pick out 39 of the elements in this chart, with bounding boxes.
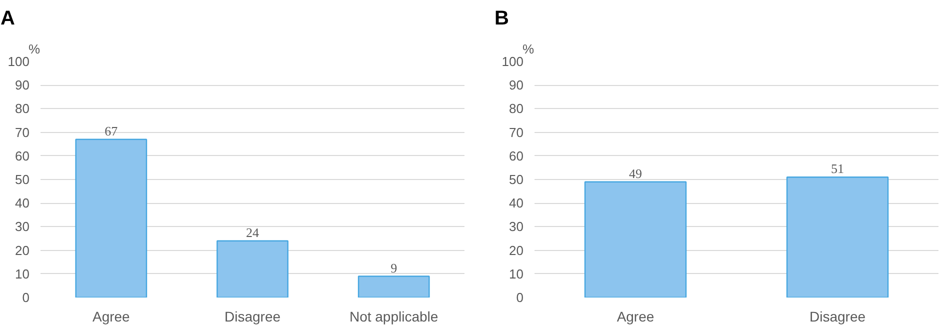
x-tick-label: Disagree xyxy=(224,308,281,324)
data-label: 49 xyxy=(629,166,642,181)
y-tick-label: 30 xyxy=(15,219,30,234)
y-tick-label: 40 xyxy=(509,196,524,211)
data-label: 24 xyxy=(246,224,260,240)
y-tick-label: 60 xyxy=(15,148,30,164)
data-label: 9 xyxy=(390,260,398,276)
y-tick-label: 80 xyxy=(15,101,30,116)
y-tick-label: 100 xyxy=(8,54,30,69)
y-tick-label: 80 xyxy=(509,101,524,116)
chart-title: B xyxy=(494,8,509,30)
y-tick-label: 10 xyxy=(15,266,30,282)
y-tick-label: 60 xyxy=(509,148,524,164)
y-tick-label: 100 xyxy=(502,54,524,69)
bar xyxy=(216,240,288,298)
y-tick-label: 0 xyxy=(516,290,524,305)
y-tick-label: 40 xyxy=(15,196,30,211)
x-tick-label: Agree xyxy=(616,308,654,324)
x-tick-label: Agree xyxy=(92,308,130,324)
data-label: 67 xyxy=(104,123,118,138)
y-axis-title: % xyxy=(522,42,534,56)
y-axis-title: % xyxy=(28,42,40,56)
y-tick-label: 70 xyxy=(509,124,524,140)
chart-title: A xyxy=(0,8,15,30)
x-tick-label: Not applicable xyxy=(349,308,438,324)
x-tick-label: Disagree xyxy=(809,308,866,324)
y-tick-label: 70 xyxy=(15,124,30,140)
y-tick-label: 10 xyxy=(509,266,524,282)
y-tick-label: 50 xyxy=(509,172,524,187)
bar xyxy=(75,138,148,298)
bar xyxy=(358,276,430,298)
y-tick-label: 20 xyxy=(509,242,524,258)
y-tick-label: 20 xyxy=(15,242,30,258)
y-tick-label: 50 xyxy=(15,172,30,187)
y-tick-label: 90 xyxy=(509,78,524,93)
y-tick-label: 30 xyxy=(509,219,524,234)
data-label: 51 xyxy=(831,161,844,176)
y-tick-label: 90 xyxy=(15,78,30,93)
y-tick-label: 0 xyxy=(22,290,30,305)
